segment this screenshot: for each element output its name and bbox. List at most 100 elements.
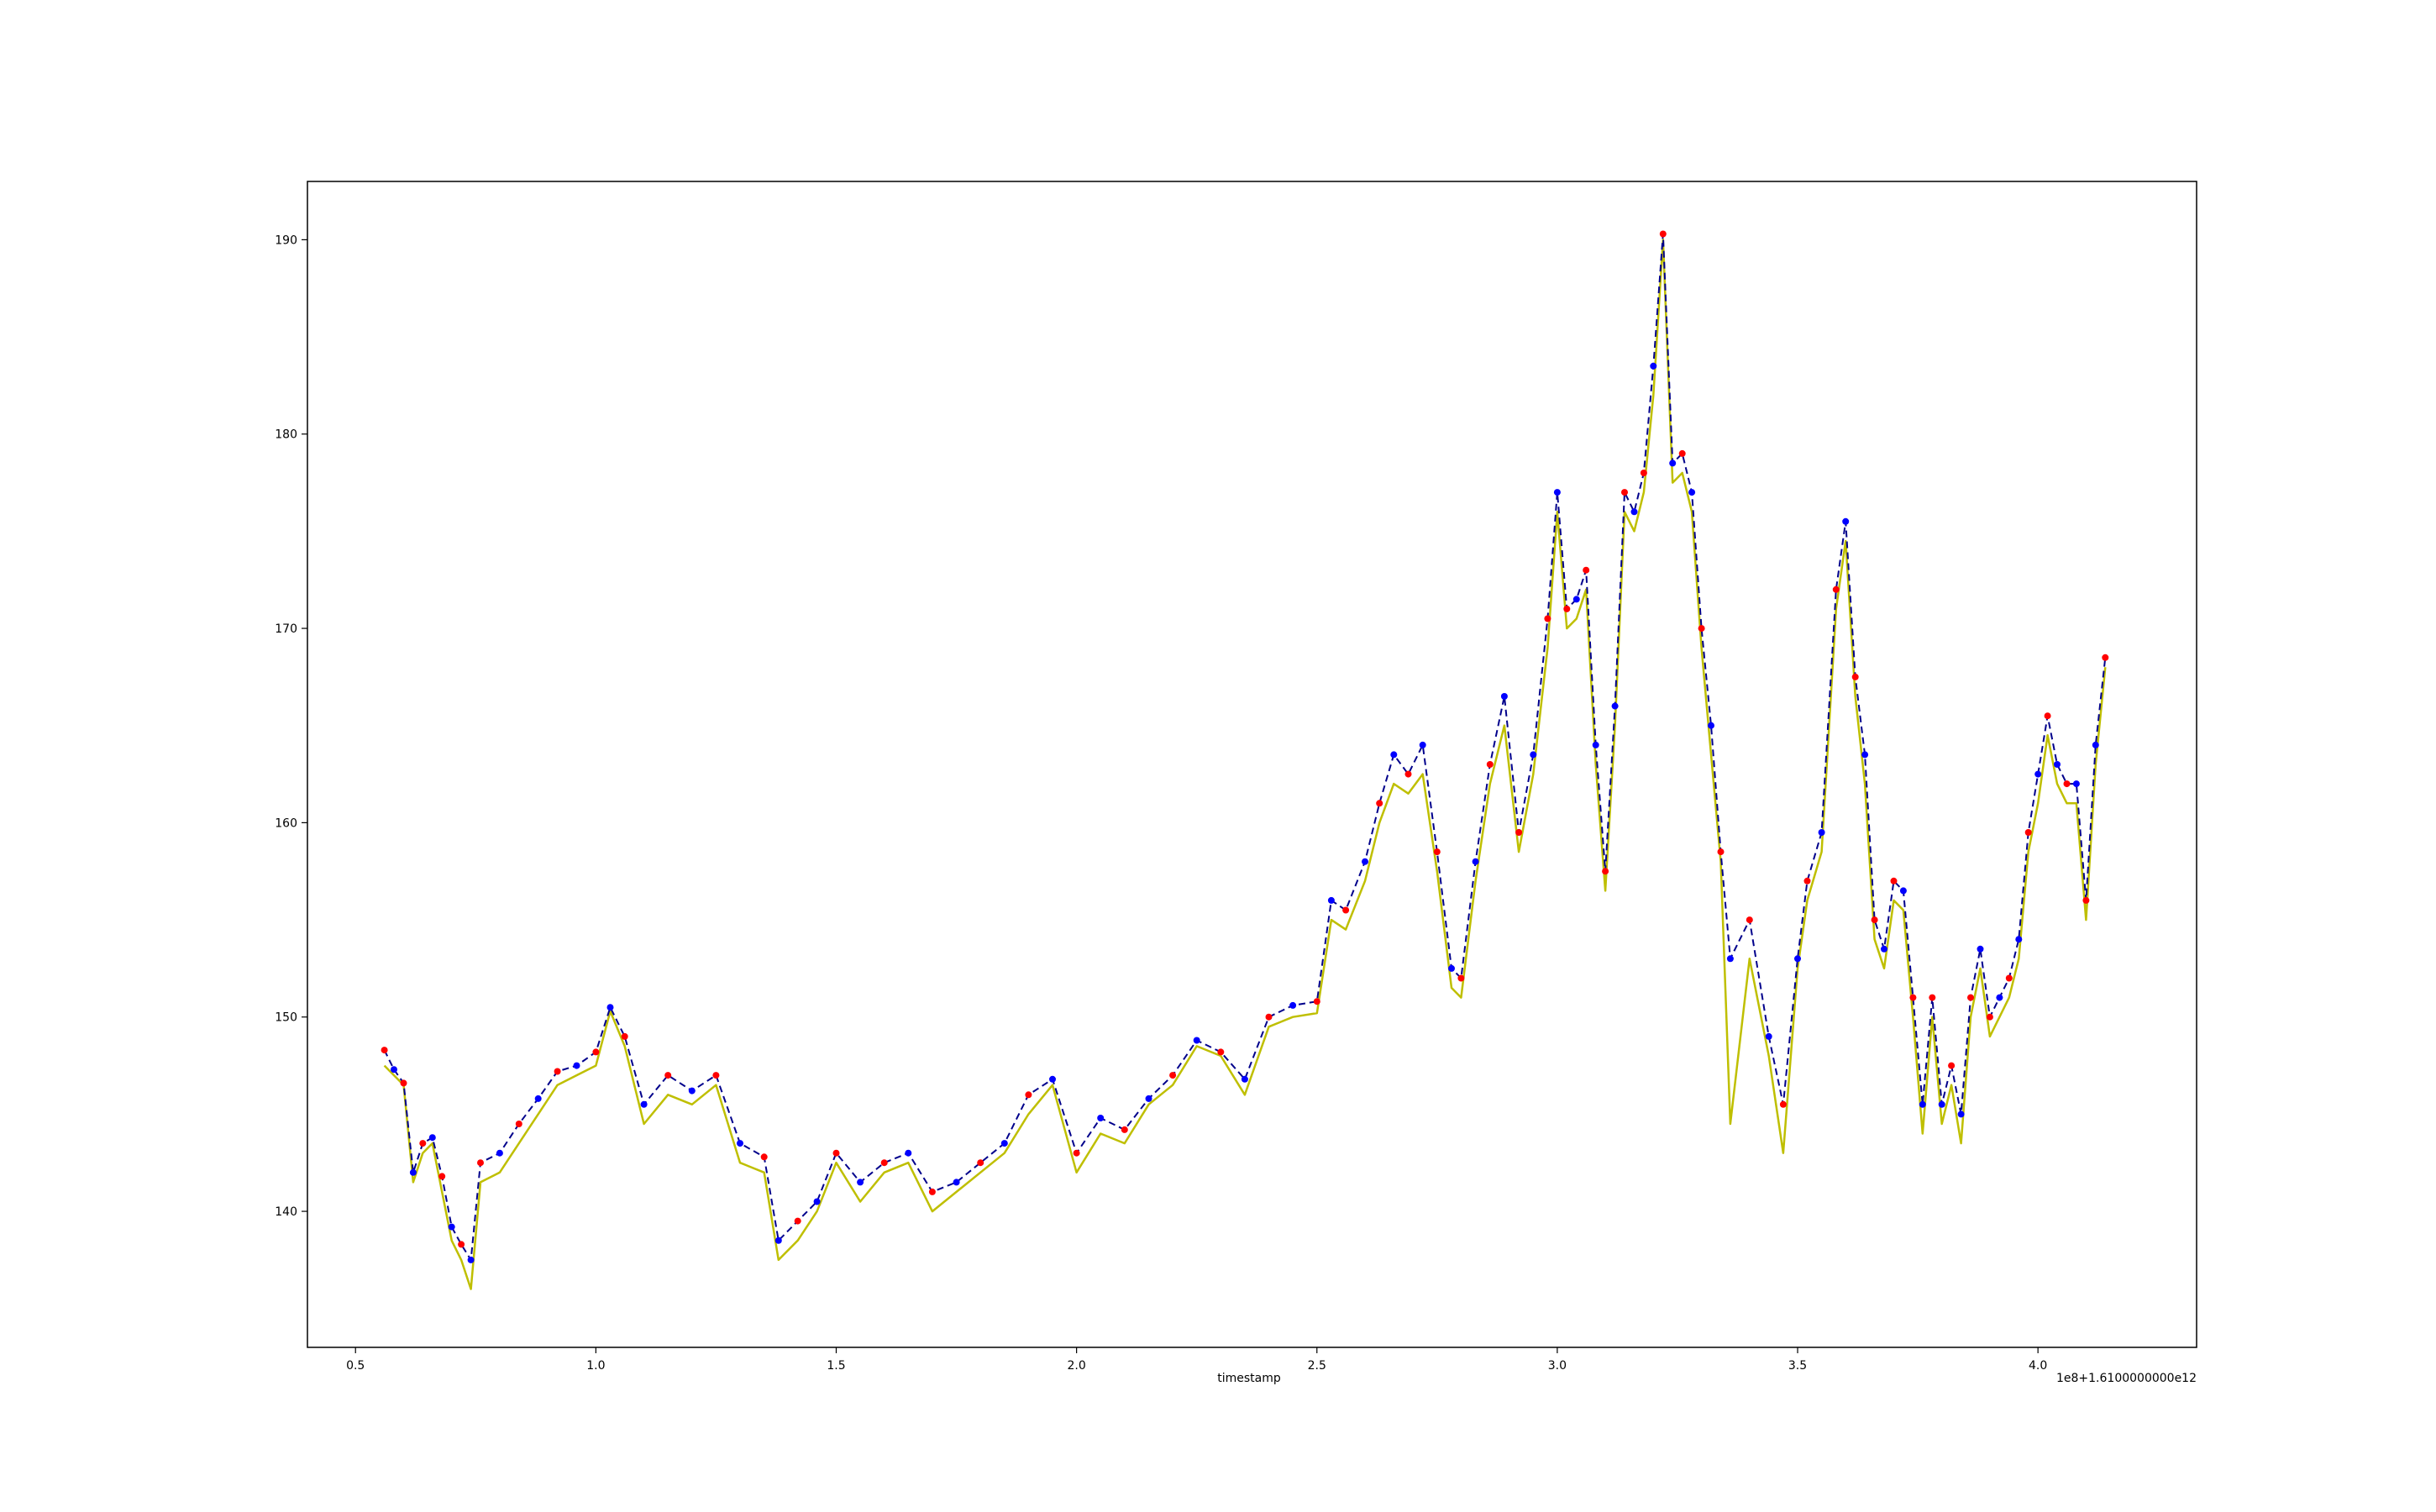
data-point xyxy=(1448,964,1455,972)
y-tick-label: 160 xyxy=(275,816,297,830)
data-point xyxy=(1948,1062,1956,1069)
data-point xyxy=(2015,936,2023,943)
data-point xyxy=(832,1149,840,1157)
x-axis: 0.5 1.0 1.5 2.0 2.5 3.0 3.5 4.0 xyxy=(346,1347,2047,1373)
data-point xyxy=(1861,751,1869,759)
data-point xyxy=(2082,896,2090,904)
data-point xyxy=(1669,459,1677,467)
data-point xyxy=(1630,508,1638,516)
data-point xyxy=(1621,489,1628,496)
data-point xyxy=(664,1072,672,1079)
data-point xyxy=(1433,848,1441,856)
data-point xyxy=(1726,955,1734,963)
data-point xyxy=(1583,566,1590,574)
data-point xyxy=(1957,1110,1965,1118)
y-tick-label: 190 xyxy=(275,234,297,247)
data-point xyxy=(409,1168,417,1176)
data-point xyxy=(2063,780,2071,788)
data-point xyxy=(794,1217,801,1225)
data-point xyxy=(458,1241,465,1248)
data-point xyxy=(1938,1100,1945,1108)
data-point xyxy=(1929,994,1936,1001)
data-point xyxy=(448,1223,455,1231)
data-point xyxy=(1241,1075,1248,1083)
data-point xyxy=(953,1179,960,1186)
data-point xyxy=(712,1072,720,1079)
data-point xyxy=(1419,741,1426,748)
data-point xyxy=(1544,615,1551,622)
data-point xyxy=(1977,945,1984,953)
data-point xyxy=(1746,916,1753,924)
data-point xyxy=(1890,877,1898,885)
data-point xyxy=(1986,1013,1993,1021)
data-point xyxy=(1289,1001,1297,1009)
data-point xyxy=(1486,761,1494,768)
data-point xyxy=(1678,449,1686,457)
data-point xyxy=(1121,1126,1128,1133)
data-point xyxy=(1073,1149,1080,1157)
x-tick-label: 1.0 xyxy=(586,1359,605,1373)
data-point xyxy=(1602,868,1609,875)
data-point xyxy=(774,1236,782,1244)
data-point xyxy=(1717,848,1725,856)
data-point xyxy=(2024,829,2032,836)
data-point xyxy=(1390,751,1398,759)
data-point xyxy=(1659,230,1667,238)
x-tick-label: 0.5 xyxy=(346,1359,365,1373)
data-point xyxy=(606,1004,614,1011)
x-tick-label: 2.5 xyxy=(1308,1359,1326,1373)
y-axis: 140 150 160 170 180 190 xyxy=(275,234,307,1219)
data-point xyxy=(2072,780,2080,788)
series-line-0 xyxy=(383,239,2107,1290)
data-point xyxy=(381,1047,388,1054)
data-point xyxy=(1650,362,1657,370)
data-point xyxy=(1097,1115,1105,1121)
data-point xyxy=(2092,741,2099,748)
data-point xyxy=(1592,741,1599,748)
data-point xyxy=(977,1159,984,1167)
data-point xyxy=(1515,829,1523,836)
data-point xyxy=(1881,945,1887,953)
data-point xyxy=(813,1198,821,1205)
data-point xyxy=(1572,596,1580,603)
data-point xyxy=(905,1149,912,1157)
data-point xyxy=(1025,1091,1032,1099)
data-point xyxy=(1169,1072,1177,1079)
x-axis-offset-label: 1e8+1.6100000000e12 xyxy=(2056,1372,2197,1385)
data-point xyxy=(1708,722,1714,729)
data-point xyxy=(1818,829,1825,836)
data-point xyxy=(2044,712,2051,720)
x-tick-label: 2.0 xyxy=(1067,1359,1085,1373)
data-point xyxy=(1698,625,1705,633)
data-point xyxy=(1404,770,1412,778)
x-tick-label: 3.0 xyxy=(1548,1359,1567,1373)
y-tick-label: 180 xyxy=(275,428,297,442)
data-point xyxy=(1193,1037,1200,1044)
data-point xyxy=(1500,693,1508,700)
data-point xyxy=(419,1140,427,1147)
data-point xyxy=(1313,998,1320,1005)
data-point xyxy=(1530,751,1537,759)
data-point xyxy=(515,1121,522,1127)
data-point xyxy=(592,1048,600,1056)
data-point xyxy=(1803,877,1811,885)
data-point xyxy=(1472,858,1479,865)
data-point xyxy=(1779,1100,1787,1108)
data-point xyxy=(2034,770,2042,778)
data-point xyxy=(391,1066,397,1074)
x-tick-label: 1.5 xyxy=(827,1359,845,1373)
data-point xyxy=(1919,1100,1926,1108)
data-point xyxy=(477,1159,484,1167)
data-point xyxy=(496,1149,503,1157)
data-point xyxy=(1765,1032,1772,1040)
data-point xyxy=(1049,1075,1056,1083)
data-point xyxy=(1851,673,1859,680)
data-point xyxy=(1145,1095,1152,1102)
data-point xyxy=(1563,605,1571,612)
data-point xyxy=(1996,994,2003,1001)
data-point xyxy=(1967,994,1974,1001)
data-point xyxy=(928,1188,936,1195)
data-point xyxy=(554,1068,561,1075)
